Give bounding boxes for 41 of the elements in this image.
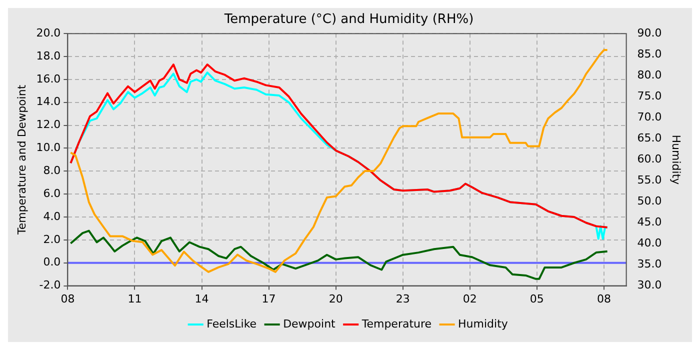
x-tick-label: 20: [328, 292, 343, 306]
y2-tick-label: 80.0: [637, 68, 662, 82]
y-tick-label: 4.0: [43, 210, 61, 223]
y2-tick-label: 30.0: [637, 278, 662, 292]
y2-tick-label: 55.0: [637, 174, 662, 187]
y2-tick-label: 90.0: [637, 26, 662, 40]
y-tick-label: 2.0: [43, 232, 61, 246]
x-tick-label: 08: [60, 292, 75, 306]
y2-tick-label: 70.0: [637, 110, 662, 124]
y-tick-label: 6.0: [43, 186, 61, 200]
y-tick-label: -2.0: [39, 278, 61, 292]
y-tick-label: 16.0: [36, 72, 61, 86]
y2-tick-label: 45.0: [637, 216, 662, 229]
x-tick-label: 14: [194, 292, 209, 306]
legend-label: FeelsLike: [206, 317, 257, 330]
y2-tick-label: 85.0: [637, 47, 662, 60]
chart-title: Temperature (°C) and Humidity (RH%): [223, 12, 474, 28]
y-tick-label: 18.0: [36, 49, 61, 62]
legend-label: Temperature: [360, 317, 432, 330]
y2-tick-label: 65.0: [637, 132, 662, 145]
legend-label: Humidity: [458, 317, 508, 330]
y-tick-label: 14.0: [36, 95, 61, 108]
y-tick-label: 20.0: [36, 26, 61, 40]
y2-tick-label: 40.0: [637, 236, 662, 250]
y2-tick-label: 50.0: [637, 194, 662, 208]
y2-tick-label: 35.0: [637, 258, 662, 271]
x-tick-label: 08: [596, 292, 611, 306]
x-tick-label: 11: [128, 292, 142, 306]
legend-label: Dewpoint: [283, 317, 336, 330]
x-tick-label: 23: [396, 292, 410, 306]
y-axis-title: Temperature and Dewpoint: [15, 84, 28, 236]
y-tick-label: 8.0: [43, 164, 61, 178]
x-tick-label: 17: [262, 292, 276, 306]
y2-axis-title: Humidity: [670, 134, 683, 186]
x-tick-label: 05: [530, 292, 544, 306]
y2-tick-label: 60.0: [637, 152, 662, 166]
y-tick-label: 12.0: [36, 118, 61, 132]
x-tick-label: 02: [462, 292, 477, 306]
y2-tick-label: 75.0: [637, 90, 662, 103]
y-tick-label: 10.0: [36, 141, 61, 154]
y-tick-label: 0.0: [43, 256, 61, 269]
